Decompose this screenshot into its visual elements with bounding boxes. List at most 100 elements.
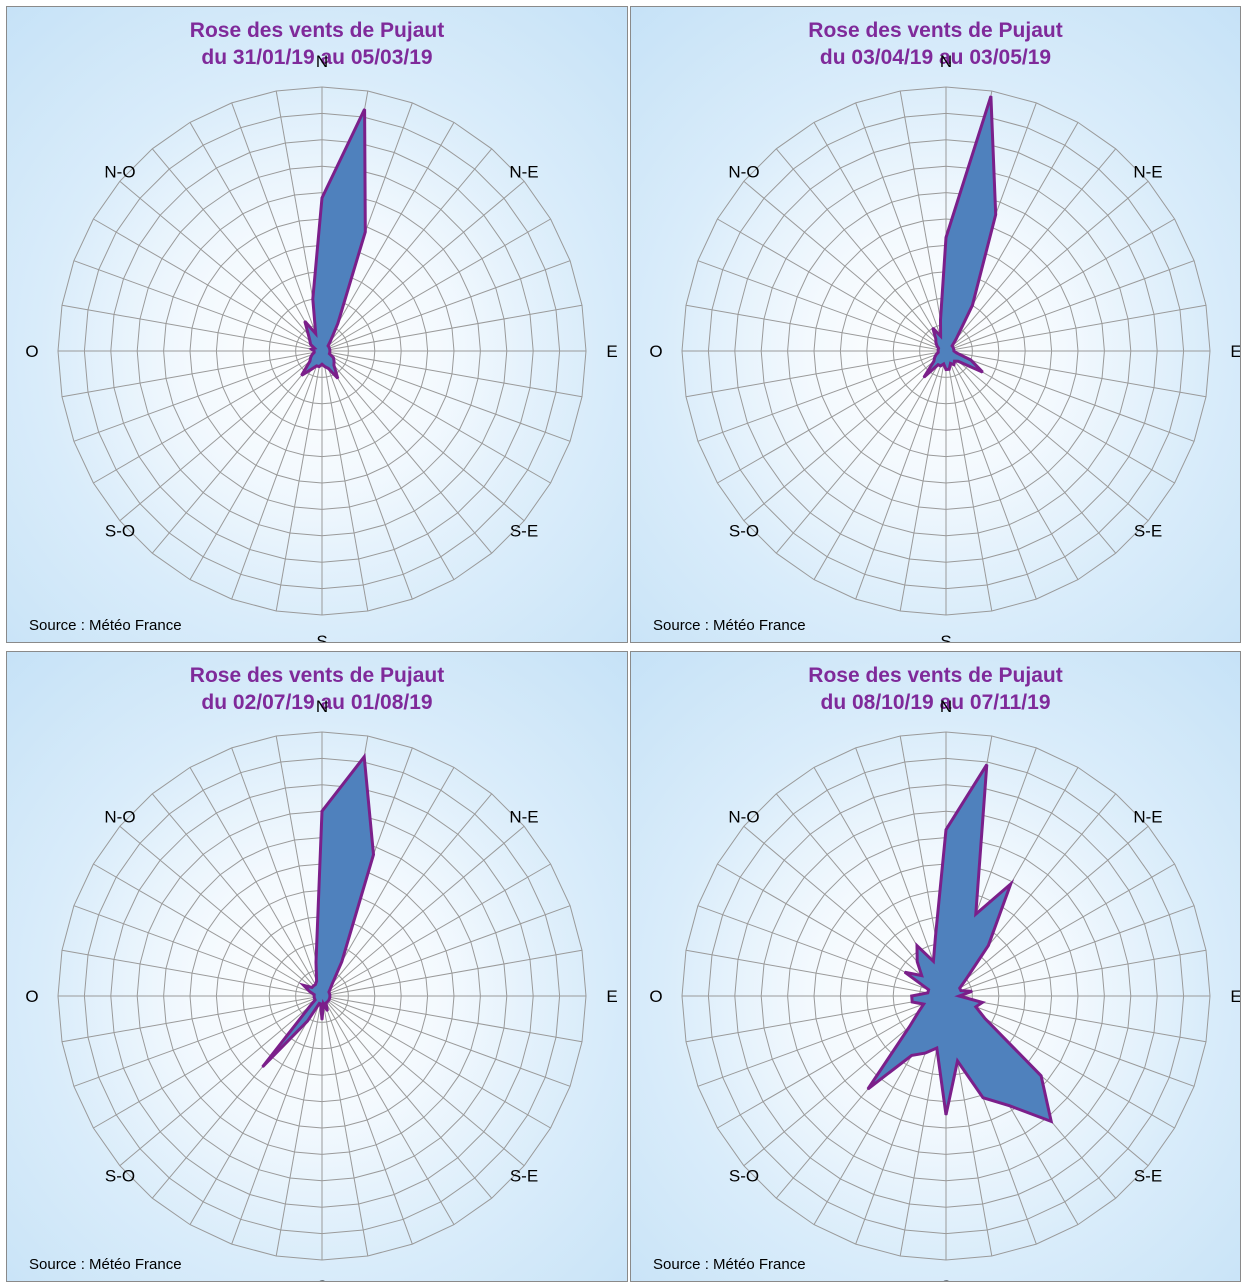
wind-value-point — [328, 999, 330, 1001]
grid-spoke — [945, 863, 1175, 997]
wind-value-point — [1008, 1104, 1011, 1107]
wind-value-point — [939, 319, 942, 321]
wind-value-point — [994, 213, 997, 216]
source-note: Source : Météo France — [653, 1256, 806, 1273]
wind-value-point — [945, 828, 947, 831]
grid-spoke — [119, 825, 323, 997]
grid-spoke — [321, 825, 525, 997]
grid-spoke — [321, 148, 493, 352]
grid-spoke — [899, 350, 947, 612]
grid-spoke — [855, 350, 947, 600]
wind-value-point — [300, 374, 303, 377]
grid-spoke — [945, 995, 1195, 1087]
grid-spoke — [275, 350, 323, 612]
direction-label: E — [1230, 342, 1241, 361]
wind-value-point — [308, 990, 311, 993]
grid-spoke — [945, 304, 1207, 352]
wind-rose-panel-2: Rose des vents de Pujaut du 03/04/19 au … — [630, 6, 1241, 643]
direction-label: S — [940, 632, 951, 643]
source-note: Source : Météo France — [29, 1256, 182, 1273]
grid-spoke — [945, 350, 1037, 600]
wind-value-point — [982, 1096, 984, 1099]
chart-title: Rose des vents de Pujaut — [189, 19, 445, 42]
grid-spoke — [945, 350, 1117, 554]
wind-value-point — [328, 997, 331, 1000]
grid-spoke — [945, 260, 1195, 352]
wind-value-point — [937, 351, 939, 354]
chart-title: Rose des vents de Pujaut — [189, 664, 445, 687]
grid-spoke — [813, 350, 947, 580]
chart-title: Rose des vents de Pujaut — [808, 19, 1063, 42]
grid-spoke — [775, 350, 947, 554]
grid-spoke — [321, 995, 571, 1087]
wind-value-point — [310, 348, 313, 351]
direction-label: N — [940, 52, 952, 71]
wind-value-point — [315, 365, 318, 367]
grid-spoke — [321, 350, 583, 398]
wind-value-point — [971, 304, 974, 307]
wind-value-point — [937, 347, 940, 350]
grid-spoke — [231, 350, 323, 600]
chart-subtitle: du 08/10/19 au 07/11/19 — [820, 691, 1051, 714]
wind-value-point — [920, 974, 923, 977]
chart-title: Rose des vents de Pujaut — [808, 664, 1063, 687]
grid-spoke — [697, 260, 947, 352]
grid-spoke — [321, 350, 413, 600]
wind-value-point — [939, 335, 942, 337]
wind-value-point — [981, 1001, 984, 1004]
wind-value-point — [329, 351, 331, 354]
chart-subtitle: du 31/01/19 au 05/03/19 — [201, 46, 433, 69]
grid-spoke — [189, 122, 323, 352]
wind-value-point — [911, 1001, 913, 1003]
wind-rose-chart: N N-E E S-E S S-O O N-O — [649, 697, 1240, 1281]
grid-spoke — [321, 218, 551, 352]
grid-spoke — [231, 102, 323, 352]
grid-spoke — [61, 949, 323, 997]
wind-value-point — [908, 1025, 911, 1028]
wind-value-point — [922, 1003, 925, 1005]
wind-value-point — [932, 960, 935, 963]
wind-value-point — [1050, 1120, 1052, 1123]
grid-spoke — [321, 350, 571, 442]
wind-value-point — [986, 763, 988, 766]
wind-value-point — [916, 960, 918, 963]
wind-value-point — [955, 352, 958, 354]
wind-value-point — [327, 367, 330, 370]
wind-value-point — [957, 360, 959, 363]
grid-spoke — [855, 102, 947, 352]
wind-value-point — [372, 853, 375, 856]
grid-spoke — [945, 148, 1117, 352]
wind-value-point — [981, 371, 984, 373]
wind-value-point — [917, 1011, 920, 1013]
grid-spoke — [321, 350, 493, 554]
grid-spoke — [61, 304, 323, 352]
grid-spoke — [945, 995, 1207, 1043]
wind-value-point — [935, 338, 937, 340]
wind-value-point — [916, 944, 918, 947]
grid-spoke — [855, 747, 947, 997]
direction-label: N-O — [104, 163, 135, 182]
grid-spoke — [93, 350, 323, 484]
wind-value-point — [311, 986, 313, 989]
wind-value-point — [318, 365, 321, 368]
grid-spoke — [945, 350, 1195, 442]
wind-value-point — [329, 348, 331, 351]
wind-frequency-series — [866, 763, 1054, 1124]
grid-spoke — [275, 735, 323, 997]
wind-value-point — [332, 356, 335, 359]
wind-value-point — [313, 350, 315, 352]
direction-label: S-E — [1134, 1167, 1162, 1186]
direction-label: S-E — [510, 1167, 538, 1186]
wind-value-point — [337, 322, 339, 325]
wind-value-point — [331, 983, 334, 985]
direction-label: N-O — [728, 163, 759, 182]
direction-label: S-O — [729, 522, 759, 541]
grid-spoke — [945, 350, 993, 612]
grid-spoke — [945, 350, 1175, 484]
wind-value-point — [934, 935, 937, 937]
direction-label: N-O — [104, 808, 135, 827]
grid-spoke — [321, 995, 525, 1167]
wind-value-point — [975, 1006, 977, 1008]
grid-spoke — [685, 995, 947, 1043]
wind-value-point — [313, 996, 316, 999]
